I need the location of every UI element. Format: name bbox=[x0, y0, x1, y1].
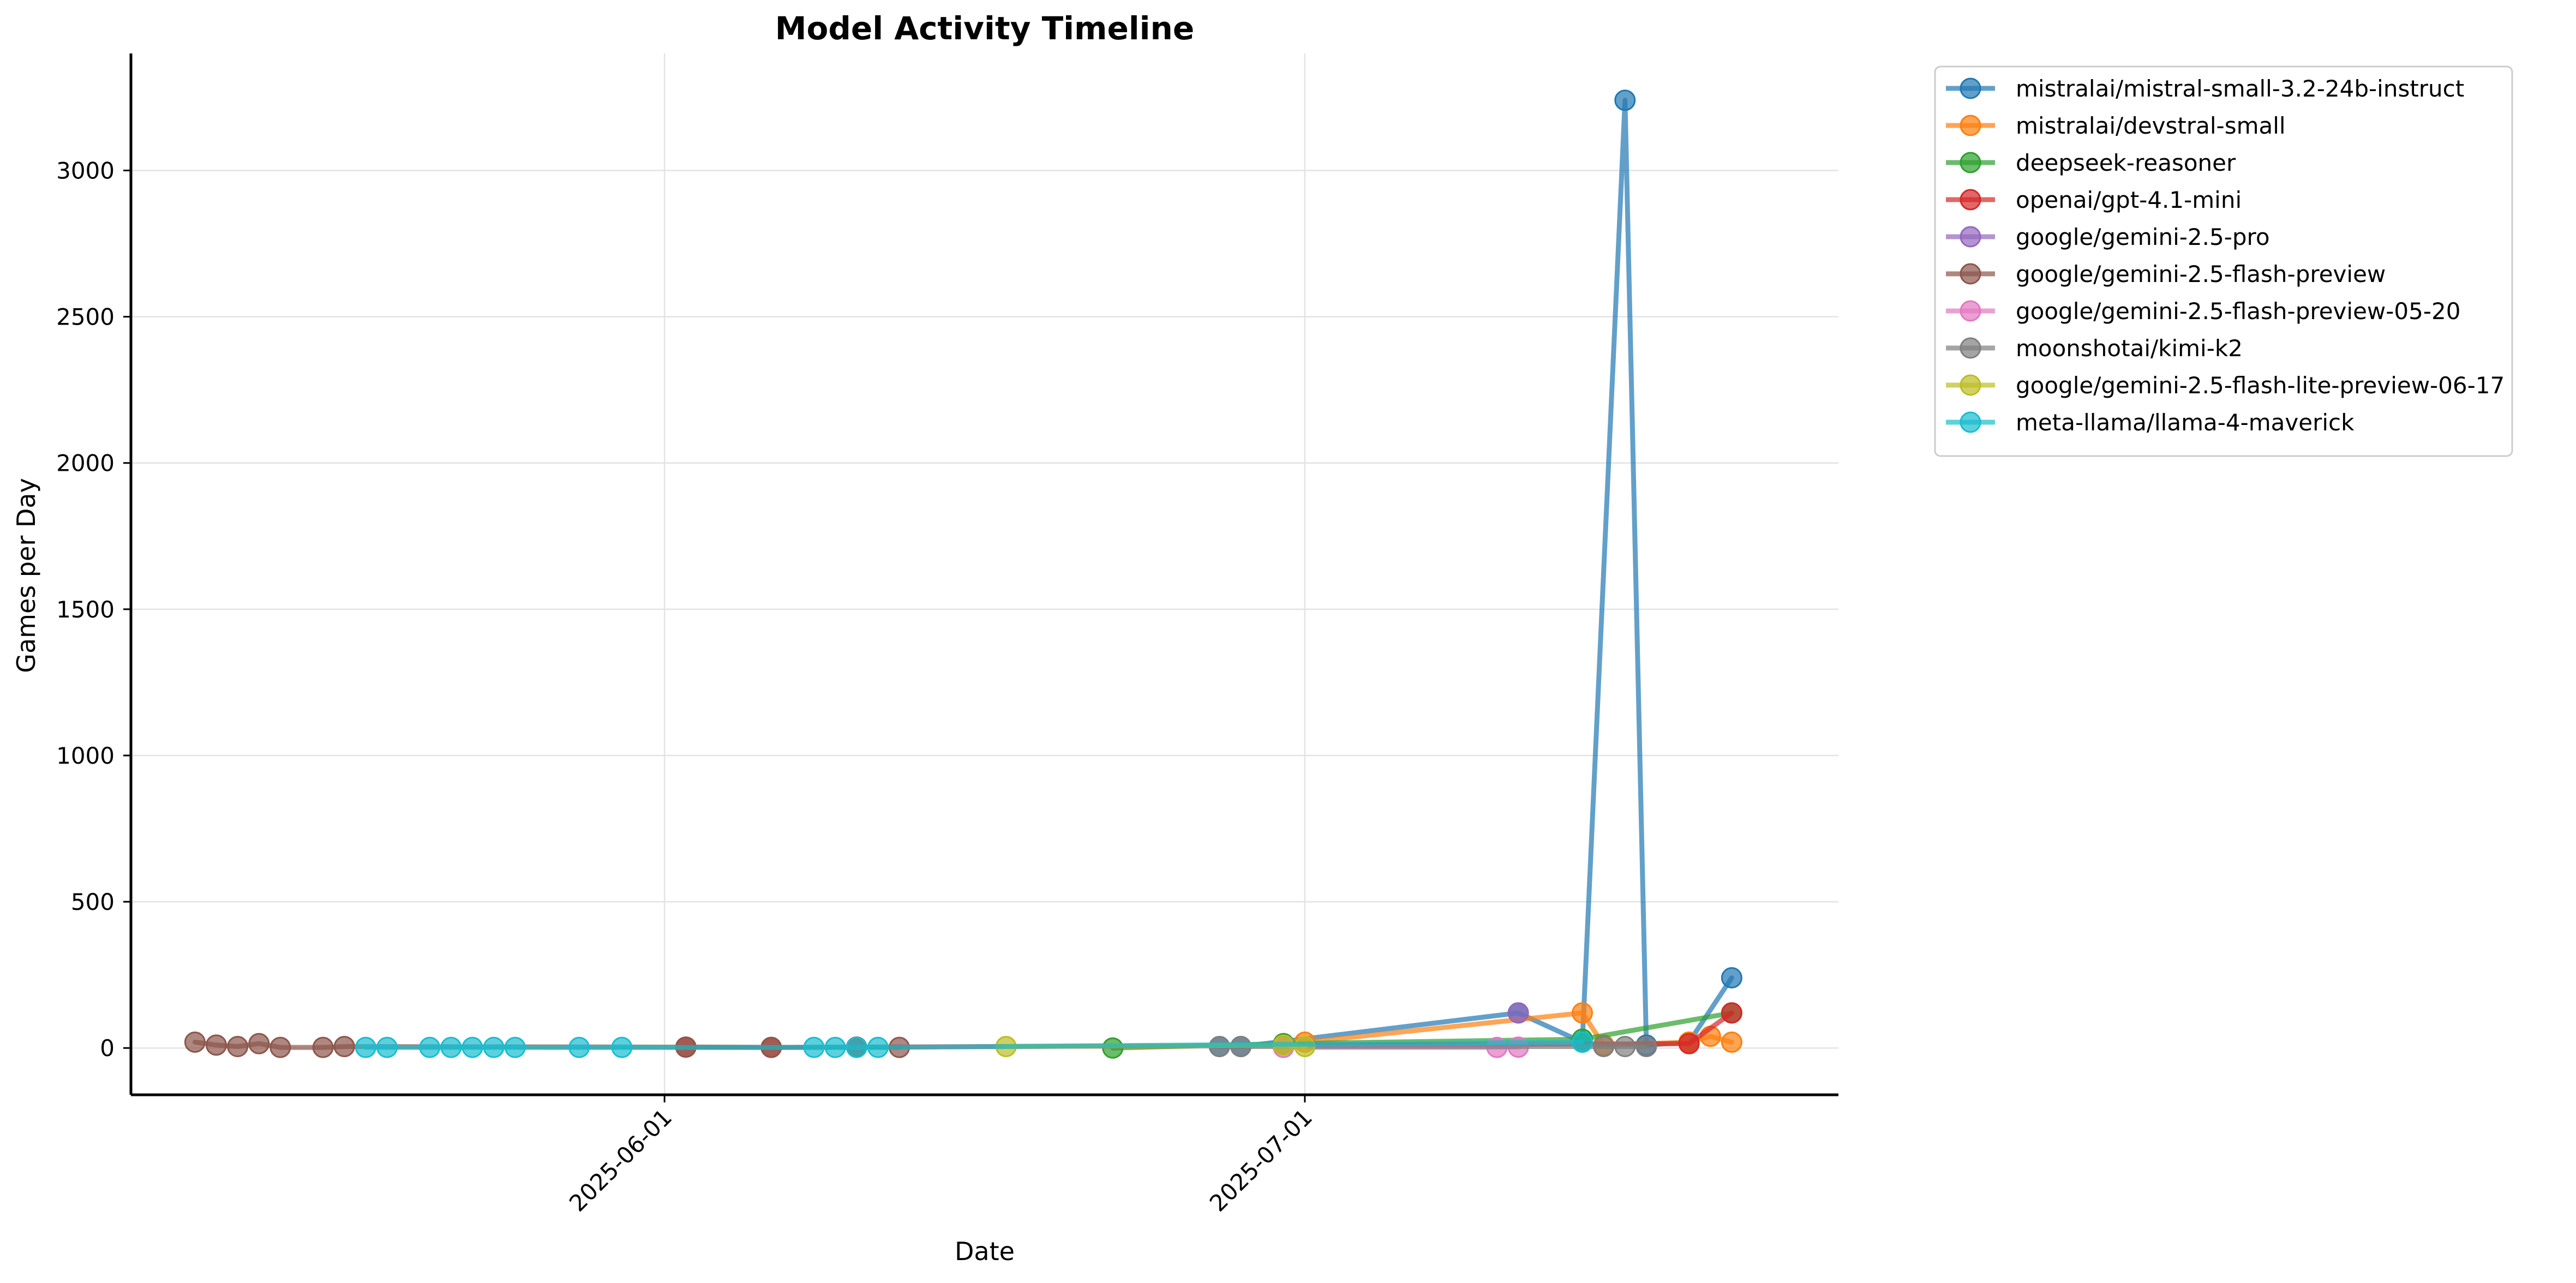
data-point bbox=[312, 1036, 334, 1058]
y-tick-label: 2000 bbox=[56, 450, 115, 477]
y-tick-label: 1000 bbox=[56, 742, 115, 769]
legend-marker bbox=[1960, 411, 1981, 433]
data-point bbox=[1572, 1002, 1593, 1024]
data-point bbox=[1721, 1031, 1742, 1053]
legend-marker bbox=[1960, 300, 1981, 322]
data-point bbox=[1636, 1036, 1657, 1058]
legend-marker bbox=[1960, 337, 1981, 359]
legend-label: moonshotai/kimi-k2 bbox=[2016, 335, 2243, 362]
data-point bbox=[483, 1036, 505, 1058]
legend-marker bbox=[1960, 77, 1981, 99]
y-tick-label: 3000 bbox=[56, 157, 115, 184]
data-point bbox=[1614, 1036, 1636, 1058]
data-point bbox=[440, 1036, 462, 1058]
y-tick-label: 1500 bbox=[56, 596, 115, 623]
data-point bbox=[803, 1036, 825, 1058]
data-point bbox=[568, 1036, 590, 1058]
legend-label: openai/gpt-4.1-mini bbox=[2016, 187, 2242, 213]
y-tick-label: 0 bbox=[100, 1035, 115, 1062]
data-point bbox=[1614, 89, 1636, 111]
data-point bbox=[824, 1036, 846, 1058]
y-axis-label: Games per Day bbox=[11, 478, 41, 673]
legend-label: google/gemini-2.5-flash-preview-05-20 bbox=[2016, 298, 2460, 325]
series-5 bbox=[1507, 1002, 1529, 1024]
x-axis-label: Date bbox=[955, 1237, 1015, 1266]
data-point bbox=[355, 1036, 376, 1058]
legend-label: deepseek-reasoner bbox=[2016, 149, 2236, 176]
data-point bbox=[184, 1031, 206, 1053]
data-point bbox=[1721, 1002, 1742, 1024]
legend: mistralai/mistral-small-3.2-24b-instruct… bbox=[1934, 65, 2513, 457]
legend-marker bbox=[1960, 115, 1981, 136]
legend-label: mistralai/devstral-small bbox=[2016, 112, 2286, 139]
data-point bbox=[504, 1036, 526, 1058]
data-point bbox=[419, 1036, 441, 1058]
legend-label: google/gemini-2.5-flash-preview bbox=[2016, 261, 2386, 287]
data-point bbox=[867, 1036, 889, 1058]
data-point bbox=[206, 1034, 227, 1056]
legend-label: google/gemini-2.5-pro bbox=[2016, 224, 2270, 250]
y-tick-label: 2500 bbox=[56, 304, 115, 331]
legend-marker bbox=[1960, 189, 1981, 211]
data-point bbox=[227, 1036, 249, 1058]
legend-marker bbox=[1960, 263, 1981, 285]
data-point bbox=[1507, 1002, 1529, 1024]
data-point bbox=[1678, 1033, 1700, 1054]
legend-marker bbox=[1960, 152, 1981, 173]
series-10 bbox=[355, 1031, 1593, 1058]
data-point bbox=[611, 1036, 633, 1058]
legend-marker bbox=[1960, 226, 1981, 248]
data-point bbox=[462, 1036, 483, 1058]
legend-label: meta-llama/llama-4-maverick bbox=[2016, 409, 2355, 436]
data-point bbox=[376, 1036, 398, 1058]
data-point bbox=[1593, 1036, 1615, 1058]
legend-label: google/gemini-2.5-flash-lite-preview-06-… bbox=[2016, 372, 2505, 399]
data-point bbox=[269, 1036, 291, 1058]
data-point bbox=[333, 1036, 355, 1058]
y-tick-label: 500 bbox=[71, 889, 115, 915]
legend-marker bbox=[1960, 374, 1981, 396]
data-point bbox=[1572, 1031, 1593, 1053]
legend-frame bbox=[1934, 65, 2513, 457]
chart-title: Model Activity Timeline bbox=[775, 10, 1194, 47]
series-layer bbox=[184, 89, 1742, 1059]
legend-label: mistralai/mistral-small-3.2-24b-instruct bbox=[2016, 75, 2464, 102]
data-point bbox=[248, 1033, 270, 1054]
data-point bbox=[846, 1036, 867, 1058]
data-point bbox=[1721, 967, 1742, 989]
